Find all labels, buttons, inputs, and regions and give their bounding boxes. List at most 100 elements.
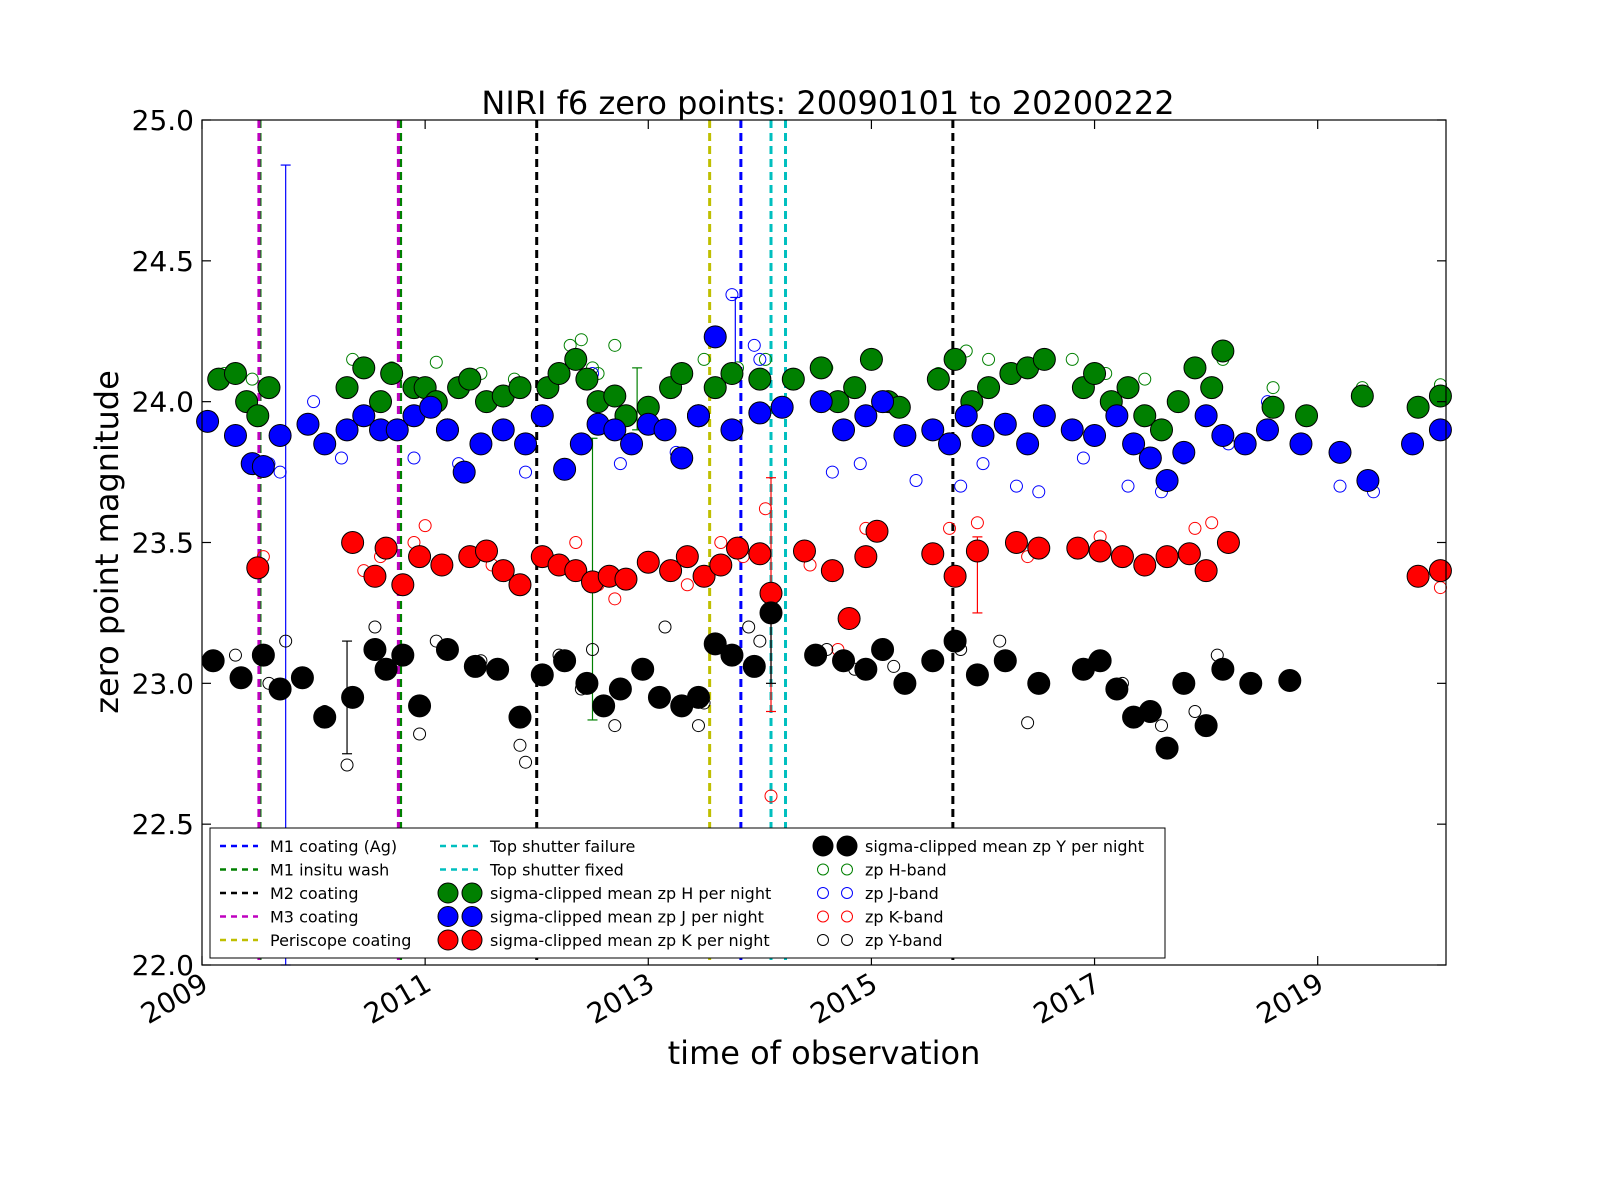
series-sigma-clipped-mean-zp-j-per-night: [196, 325, 1452, 493]
point-sigma-clipped-mean-zp-h-per-night: [1200, 376, 1224, 400]
point-zp-y-band: [1154, 719, 1168, 733]
series-zp-k-band: [256, 502, 1447, 803]
point-sigma-clipped-mean-zp-y-per-night: [201, 649, 225, 673]
y-tick-label: 24.5: [132, 245, 194, 278]
point-zp-h-band: [697, 352, 711, 366]
point-sigma-clipped-mean-zp-h-per-night: [1295, 404, 1319, 428]
point-sigma-clipped-mean-zp-j-per-night: [1083, 423, 1107, 447]
legend-label: Top shutter fixed: [489, 861, 624, 880]
point-zp-j-band: [853, 457, 867, 471]
point-zp-y-band: [228, 648, 242, 662]
point-sigma-clipped-mean-zp-h-per-night: [1032, 347, 1056, 371]
legend-label: sigma-clipped mean zp Y per night: [865, 837, 1144, 856]
point-sigma-clipped-mean-zp-h-per-night: [508, 376, 532, 400]
point-sigma-clipped-mean-zp-y-per-night: [408, 694, 432, 718]
point-zp-h-band: [429, 355, 443, 369]
point-sigma-clipped-mean-zp-k-per-night: [709, 553, 733, 577]
point-sigma-clipped-mean-zp-h-per-night: [859, 347, 883, 371]
legend-item-sigma-clipped-mean-zp-j-per-night: sigma-clipped mean zp J per night: [437, 906, 764, 927]
point-sigma-clipped-mean-zp-j-per-night: [335, 418, 359, 442]
point-sigma-clipped-mean-zp-k-per-night: [408, 545, 432, 569]
point-zp-k-band: [758, 502, 772, 516]
point-sigma-clipped-mean-zp-j-per-night: [703, 325, 727, 349]
y-tick-label: 24.0: [132, 386, 194, 419]
legend-item-sigma-clipped-mean-zp-k-per-night: sigma-clipped mean zp K per night: [437, 929, 770, 951]
point-sigma-clipped-mean-zp-j-per-night: [748, 401, 772, 425]
point-sigma-clipped-mean-zp-j-per-night: [553, 457, 577, 481]
point-sigma-clipped-mean-zp-k-per-night: [1406, 564, 1430, 588]
point-sigma-clipped-mean-zp-h-per-night: [1406, 395, 1430, 419]
x-tick-label: 2013: [582, 966, 660, 1030]
point-sigma-clipped-mean-zp-h-per-night: [781, 367, 805, 391]
point-sigma-clipped-mean-zp-j-per-night: [938, 432, 962, 456]
point-sigma-clipped-mean-zp-k-per-night: [748, 542, 772, 566]
point-zp-k-band: [714, 536, 728, 549]
point-sigma-clipped-mean-zp-j-per-night: [313, 432, 337, 456]
point-sigma-clipped-mean-zp-k-per-night: [491, 559, 515, 583]
point-sigma-clipped-mean-zp-j-per-night: [809, 390, 833, 414]
point-zp-k-band: [1188, 521, 1202, 535]
point-sigma-clipped-mean-zp-y-per-night: [631, 657, 655, 681]
point-zp-k-band: [569, 536, 583, 549]
point-sigma-clipped-mean-zp-y-per-night: [854, 657, 878, 681]
point-sigma-clipped-mean-zp-y-per-night: [391, 643, 415, 667]
point-zp-h-band: [608, 338, 622, 352]
legend-item-m2-coating: M2 coating: [220, 884, 358, 903]
point-sigma-clipped-mean-zp-j-per-night: [832, 418, 856, 442]
point-sigma-clipped-mean-zp-j-per-night: [251, 454, 275, 478]
point-sigma-clipped-mean-zp-k-per-night: [820, 559, 844, 583]
point-zp-y-band: [513, 738, 527, 752]
series-sigma-clipped-mean-zp-y-per-night: [201, 601, 1302, 760]
point-sigma-clipped-mean-zp-j-per-night: [670, 446, 694, 470]
point-sigma-clipped-mean-zp-h-per-night: [1211, 339, 1235, 363]
point-sigma-clipped-mean-zp-y-per-night: [703, 632, 727, 656]
point-sigma-clipped-mean-zp-h-per-night: [926, 367, 950, 391]
point-sigma-clipped-mean-zp-j-per-night: [491, 418, 515, 442]
point-sigma-clipped-mean-zp-h-per-night: [720, 362, 744, 385]
point-sigma-clipped-mean-zp-y-per-night: [1155, 736, 1179, 760]
point-sigma-clipped-mean-zp-k-per-night: [659, 559, 683, 583]
y-tick-label: 23.0: [132, 667, 194, 700]
point-sigma-clipped-mean-zp-y-per-night: [759, 601, 783, 625]
point-sigma-clipped-mean-zp-j-per-night: [1401, 432, 1425, 456]
point-sigma-clipped-mean-zp-j-per-night: [1289, 432, 1313, 456]
legend-marker: [841, 934, 853, 946]
point-sigma-clipped-mean-zp-y-per-night: [1088, 649, 1112, 673]
point-zp-j-band: [334, 451, 348, 465]
point-sigma-clipped-mean-zp-y-per-night: [553, 649, 577, 673]
point-sigma-clipped-mean-zp-j-per-night: [196, 409, 220, 433]
point-sigma-clipped-mean-zp-j-per-night: [569, 432, 593, 456]
point-sigma-clipped-mean-zp-h-per-night: [547, 362, 571, 385]
point-sigma-clipped-mean-zp-j-per-night: [1428, 418, 1452, 442]
legend-item-zp-y-band: zp Y-band: [817, 931, 943, 950]
point-sigma-clipped-mean-zp-h-per-night: [352, 356, 376, 380]
point-sigma-clipped-mean-zp-y-per-night: [921, 649, 945, 673]
point-sigma-clipped-mean-zp-j-per-night: [1060, 418, 1084, 442]
point-zp-y-band: [279, 634, 293, 648]
x-axis-label: time of observation: [668, 1034, 981, 1072]
point-sigma-clipped-mean-zp-k-per-night: [391, 573, 415, 597]
point-sigma-clipped-mean-zp-h-per-night: [843, 376, 867, 400]
legend-label: M1 coating (Ag): [270, 837, 397, 856]
point-sigma-clipped-mean-zp-k-per-night: [363, 564, 387, 588]
point-sigma-clipped-mean-zp-h-per-night: [257, 376, 281, 400]
point-sigma-clipped-mean-zp-k-per-night: [341, 531, 365, 554]
legend-label: zp K-band: [865, 908, 943, 927]
legend-label: M2 coating: [270, 884, 358, 903]
point-zp-j-band: [273, 465, 287, 479]
point-sigma-clipped-mean-zp-k-per-night: [1066, 536, 1090, 560]
point-sigma-clipped-mean-zp-j-per-night: [419, 395, 443, 419]
legend-label: sigma-clipped mean zp J per night: [490, 908, 764, 927]
legend-label: M1 insitu wash: [270, 861, 389, 880]
point-zp-j-band: [976, 457, 990, 471]
point-zp-y-band: [413, 727, 427, 741]
point-sigma-clipped-mean-zp-y-per-night: [993, 649, 1017, 673]
point-sigma-clipped-mean-zp-k-per-night: [1216, 531, 1240, 554]
point-sigma-clipped-mean-zp-j-per-night: [686, 404, 710, 428]
point-zp-y-band: [658, 620, 672, 634]
y-tick-label: 25.0: [132, 104, 194, 137]
point-sigma-clipped-mean-zp-j-per-night: [893, 423, 917, 447]
point-sigma-clipped-mean-zp-j-per-night: [385, 418, 409, 442]
point-sigma-clipped-mean-zp-y-per-night: [463, 654, 487, 678]
